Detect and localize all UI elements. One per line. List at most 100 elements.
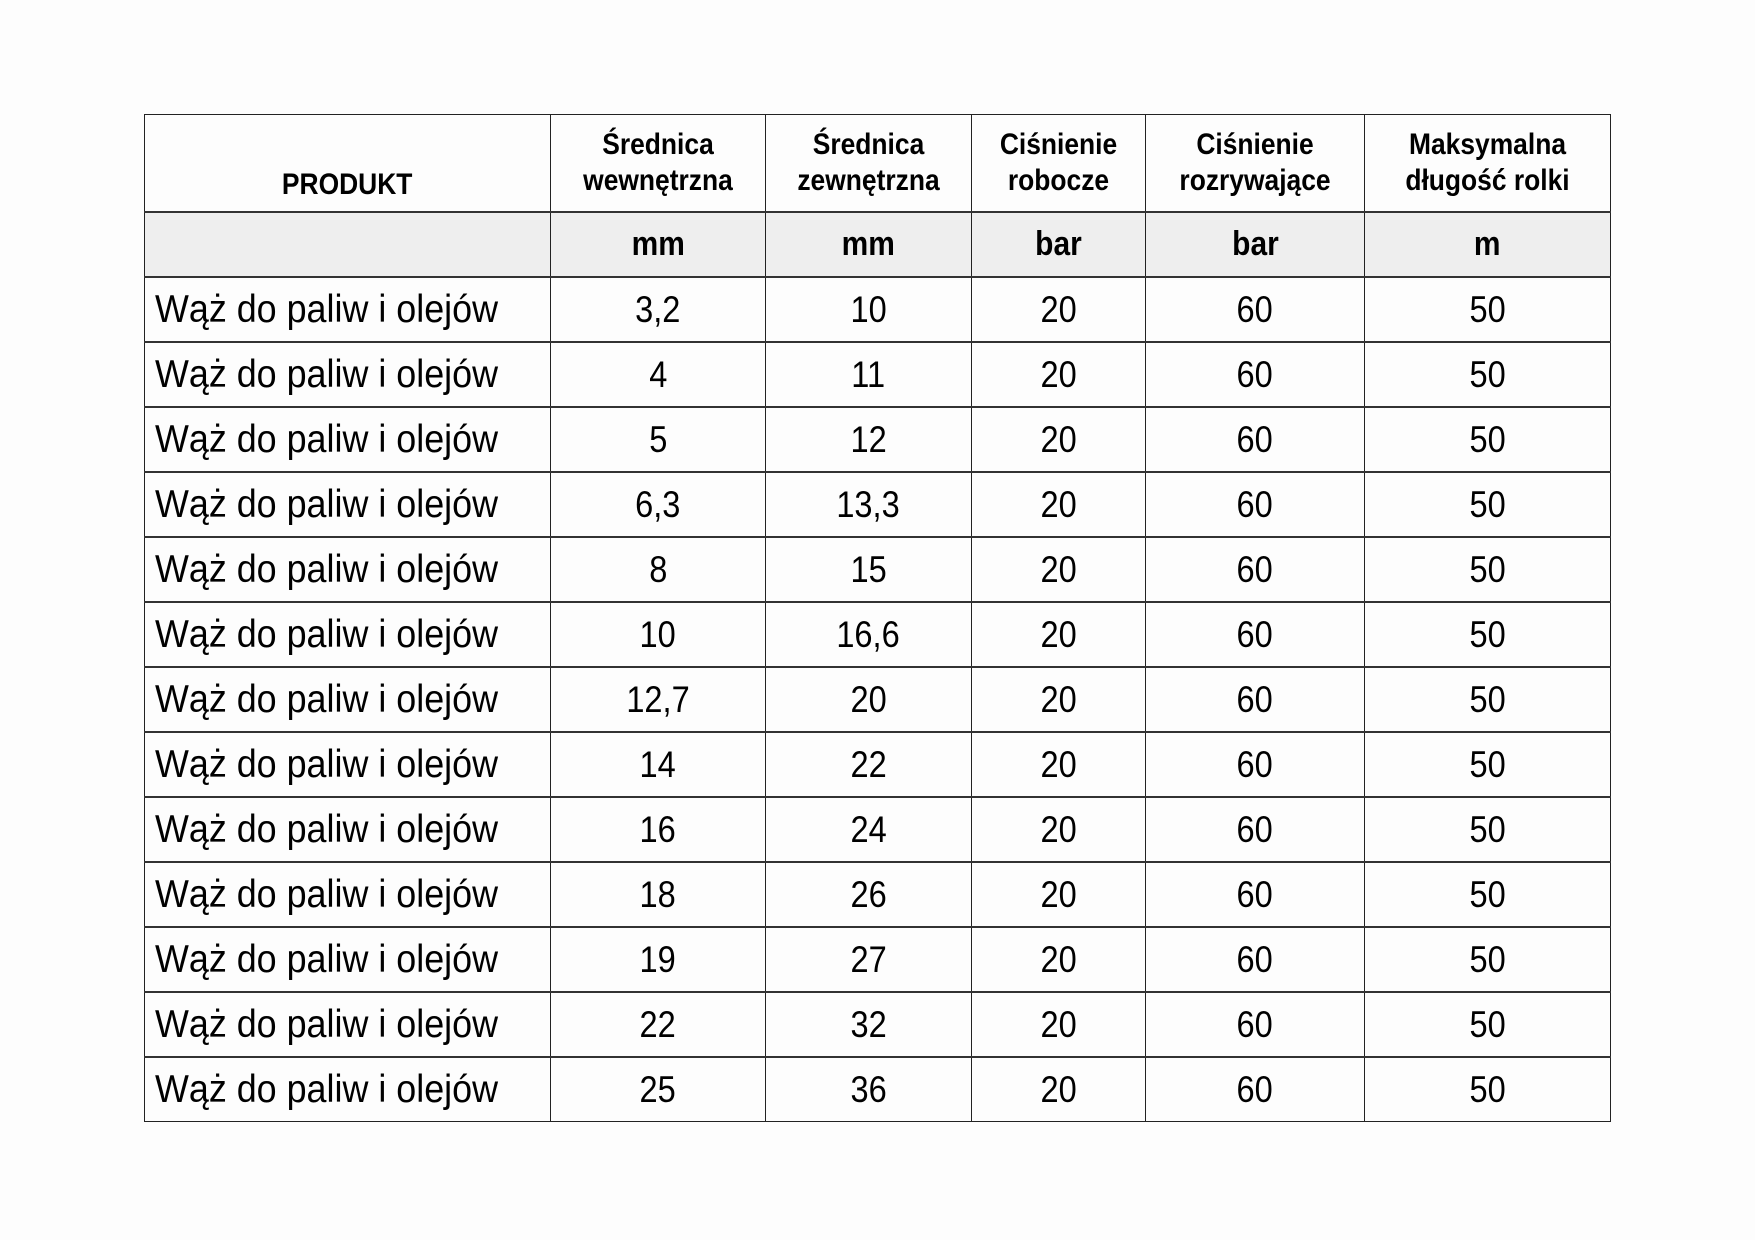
cell-product: Wąż do paliw i olejów	[144, 991, 551, 1058]
cell-value: 5	[648, 418, 668, 460]
header-label: Średnica zewnętrzna	[797, 128, 940, 197]
cell-max-roll-length: 50	[1364, 536, 1611, 603]
cell-burst-pressure: 60	[1145, 731, 1365, 798]
cell-value: 13,3	[836, 483, 901, 525]
cell-value: Wąż do paliw i olejów	[155, 742, 499, 786]
cell-max-roll-length: 50	[1364, 861, 1611, 928]
cell-value: 60	[1236, 548, 1274, 590]
cell-value: 20	[1040, 808, 1077, 850]
cell-outer-diameter: 32	[765, 991, 972, 1058]
cell-value: 60	[1236, 678, 1274, 720]
cell-value: Wąż do paliw i olejów	[155, 352, 499, 396]
spec-table: PRODUKT Średnica wewnętrzna Średnica zewnę…	[144, 114, 1611, 1122]
cell-max-roll-length: 50	[1364, 471, 1611, 538]
unit-inner-diameter: mm	[550, 211, 766, 278]
cell-burst-pressure: 60	[1145, 991, 1365, 1058]
cell-value: 60	[1236, 938, 1274, 980]
table-row: Wąż do paliw i olejów 25 36 20 60 50	[144, 1056, 1611, 1122]
cell-value: 50	[1469, 613, 1506, 655]
cell-outer-diameter: 22	[765, 731, 972, 798]
cell-value: 24	[850, 808, 887, 850]
cell-value: 15	[850, 548, 887, 590]
cell-value: 6,3	[635, 483, 681, 525]
cell-max-roll-length: 50	[1364, 926, 1611, 993]
cell-burst-pressure: 60	[1145, 601, 1365, 668]
cell-value: 25	[639, 1068, 677, 1110]
cell-inner-diameter: 5	[550, 406, 766, 473]
cell-value: 10	[639, 613, 677, 655]
cell-working-pressure: 20	[971, 1056, 1146, 1122]
cell-outer-diameter: 27	[765, 926, 972, 993]
cell-burst-pressure: 60	[1145, 926, 1365, 993]
cell-value: 50	[1469, 1003, 1506, 1045]
cell-value: 10	[850, 288, 887, 330]
header-label: PRODUKT	[282, 168, 413, 201]
unit-label: bar	[1035, 225, 1082, 263]
cell-value: 50	[1469, 1068, 1506, 1110]
cell-max-roll-length: 50	[1364, 276, 1611, 343]
header-row: PRODUKT Średnica wewnętrzna Średnica zewnę…	[144, 114, 1611, 213]
cell-inner-diameter: 18	[550, 861, 766, 928]
header-burst-pressure: Ciśnienie rozrywające	[1145, 114, 1365, 213]
cell-value: 12,7	[626, 678, 690, 720]
cell-inner-diameter: 16	[550, 796, 766, 863]
cell-working-pressure: 20	[971, 991, 1146, 1058]
cell-burst-pressure: 60	[1145, 796, 1365, 863]
cell-value: 20	[1040, 678, 1077, 720]
cell-value: Wąż do paliw i olejów	[155, 807, 499, 851]
table-row: Wąż do paliw i olejów 5 12 20 60 50	[144, 406, 1611, 473]
cell-inner-diameter: 25	[550, 1056, 766, 1122]
header-inner-diameter: Średnica wewnętrzna	[550, 114, 766, 213]
table-row: Wąż do paliw i olejów 14 22 20 60 50	[144, 731, 1611, 798]
cell-value: 20	[1040, 1003, 1077, 1045]
cell-value: 20	[1040, 353, 1077, 395]
table-row: Wąż do paliw i olejów 16 24 20 60 50	[144, 796, 1611, 863]
cell-outer-diameter: 16,6	[765, 601, 972, 668]
cell-product: Wąż do paliw i olejów	[144, 1056, 551, 1122]
header-working-pressure: Ciśnienie robocze	[971, 114, 1146, 213]
cell-value: 50	[1469, 938, 1506, 980]
cell-product: Wąż do paliw i olejów	[144, 536, 551, 603]
cell-burst-pressure: 60	[1145, 276, 1365, 343]
cell-value: 18	[639, 873, 677, 915]
cell-outer-diameter: 20	[765, 666, 972, 733]
cell-value: 60	[1236, 353, 1274, 395]
cell-value: 22	[639, 1003, 677, 1045]
table-row: Wąż do paliw i olejów 8 15 20 60 50	[144, 536, 1611, 603]
cell-outer-diameter: 36	[765, 1056, 972, 1122]
cell-burst-pressure: 60	[1145, 536, 1365, 603]
cell-value: 11	[851, 353, 886, 395]
cell-value: 8	[648, 548, 668, 590]
unit-label: bar	[1231, 225, 1279, 263]
cell-value: 3,2	[635, 288, 681, 330]
cell-value: 60	[1236, 613, 1274, 655]
cell-working-pressure: 20	[971, 731, 1146, 798]
cell-value: 50	[1469, 678, 1506, 720]
cell-outer-diameter: 13,3	[765, 471, 972, 538]
header-label: Średnica wewnętrzna	[583, 128, 733, 197]
cell-value: Wąż do paliw i olejów	[155, 547, 499, 591]
cell-value: 50	[1469, 873, 1506, 915]
cell-inner-diameter: 10	[550, 601, 766, 668]
cell-product: Wąż do paliw i olejów	[144, 601, 551, 668]
cell-value: 20	[1040, 548, 1077, 590]
cell-max-roll-length: 50	[1364, 406, 1611, 473]
cell-value: 14	[639, 743, 677, 785]
cell-value: Wąż do paliw i olejów	[155, 1002, 499, 1046]
cell-inner-diameter: 8	[550, 536, 766, 603]
cell-value: 32	[850, 1003, 887, 1045]
cell-value: 16	[639, 808, 677, 850]
unit-product	[144, 211, 551, 278]
cell-product: Wąż do paliw i olejów	[144, 796, 551, 863]
cell-value: 60	[1236, 808, 1274, 850]
cell-outer-diameter: 24	[765, 796, 972, 863]
header-max-roll-length: Maksymalna długość rolki	[1364, 114, 1611, 213]
unit-burst-pressure: bar	[1145, 211, 1365, 278]
cell-value: 50	[1469, 418, 1506, 460]
cell-value: 16,6	[836, 613, 901, 655]
cell-working-pressure: 20	[971, 861, 1146, 928]
cell-max-roll-length: 50	[1364, 1056, 1611, 1122]
cell-burst-pressure: 60	[1145, 406, 1365, 473]
cell-value: Wąż do paliw i olejów	[155, 677, 499, 721]
cell-max-roll-length: 50	[1364, 601, 1611, 668]
